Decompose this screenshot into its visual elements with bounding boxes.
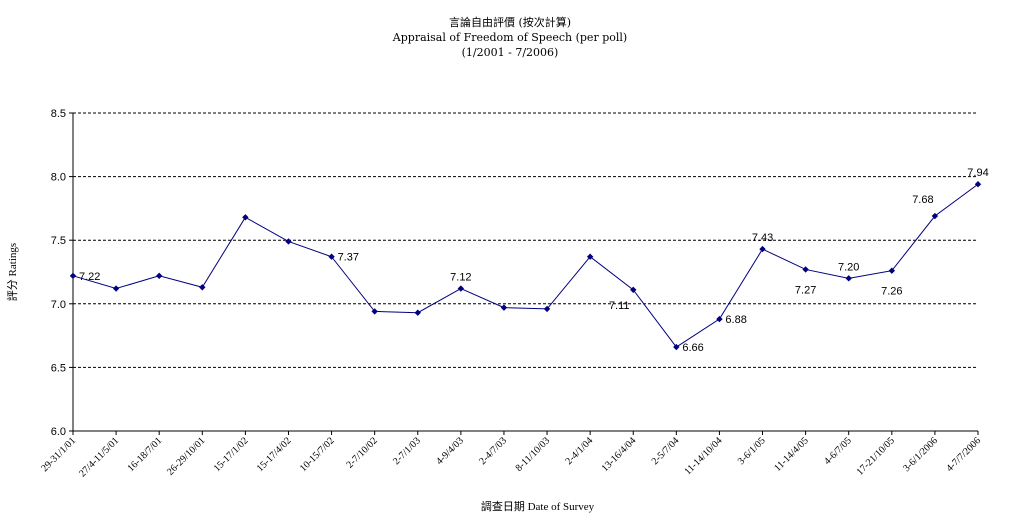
x-tick-label: 13-16/4/04: [600, 435, 639, 474]
x-tick-label: 16-18/7/01: [125, 435, 164, 474]
x-tick-label: 3-6/1/2006: [901, 435, 940, 474]
x-tick-label: 27/4-11/5/01: [77, 435, 121, 479]
data-point: [155, 272, 163, 280]
data-point: [242, 214, 249, 221]
x-axis-label: 調查日期 Date of Survey: [481, 499, 595, 513]
x-tick-label: 2-7/1/03: [391, 435, 423, 467]
y-axis-label: 評分 Ratings: [5, 243, 19, 301]
data-labels: 7.22 7.37 7.12 7.11 6.66 6.88 7.43 7.27 7.20 7.26…: [79, 167, 989, 354]
data-point: [285, 238, 292, 245]
y-tick-label: 7.0: [51, 299, 66, 311]
y-tick-label: 6.0: [51, 426, 66, 438]
y-tick-label: 7.5: [51, 235, 66, 247]
data-point: [199, 284, 206, 291]
x-tick-label: 2-7/10/02: [345, 435, 380, 470]
data-label: 6.88: [725, 314, 746, 326]
y-tick-label: 8.0: [51, 172, 66, 184]
data-point: [500, 304, 508, 311]
data-point: [586, 253, 594, 260]
data-point: [630, 286, 637, 294]
data-label: 7.27: [795, 284, 816, 296]
x-tick-label: 29-31/1/01: [39, 435, 78, 474]
x-tick-label: 15-17/1/02: [212, 435, 251, 474]
series-line: [72, 183, 979, 348]
data-label: 7.37: [338, 252, 359, 264]
chart-subtitle: Appraisal of Freedom of Speech (per poll…: [392, 31, 628, 44]
x-tick-label: 17-21/10/05: [855, 435, 897, 477]
data-point: [716, 315, 723, 323]
series-ratings: [69, 181, 982, 351]
x-tick-label: 11-14/10/04: [682, 435, 724, 477]
x-tick-label: 3-6/1/05: [736, 435, 768, 467]
data-point: [931, 212, 939, 220]
data-label: 7.68: [912, 194, 933, 206]
chart-title-block: 言論自由評價 (按次計算) Appraisal of Freedom of Sp…: [300, 15, 720, 60]
data-point: [69, 272, 77, 280]
x-tick-label: 26-29/10/01: [165, 435, 207, 477]
x-tick-label: 4-6/7/05: [822, 435, 854, 467]
data-label: 7.94: [967, 167, 988, 179]
chart-title: 言論自由評價 (按次計算): [448, 16, 572, 29]
gridlines: [73, 112, 978, 368]
x-tick-label: 2-5/7/04: [650, 435, 682, 467]
data-point: [802, 266, 809, 273]
data-point: [328, 253, 335, 260]
data-point: [371, 308, 378, 315]
y-tick-label: 6.5: [51, 362, 66, 374]
data-point: [974, 181, 982, 188]
x-tick-label: 15-17/4/02: [255, 435, 294, 474]
data-point: [112, 285, 120, 292]
data-point: [888, 267, 896, 274]
x-tick-label: 4-7/7/2006: [944, 435, 983, 474]
x-tick-label: 10-15/7/02: [298, 435, 337, 474]
data-label: 6.66: [682, 342, 703, 354]
data-label: 7.22: [79, 271, 100, 283]
x-tick-label: 8-11/10/03: [514, 435, 553, 474]
chart-subtitle-range: (1/2001 - 7/2006): [461, 46, 559, 59]
data-point: [673, 343, 680, 351]
x-tick-label: 2-4/7/03: [477, 435, 509, 467]
data-label: 7.43: [752, 232, 773, 244]
data-point: [759, 245, 766, 253]
data-label: 7.12: [450, 272, 471, 284]
x-tick-label: 4-9/4/03: [434, 435, 466, 467]
y-tick-label: 8.5: [51, 108, 66, 120]
data-label: 7.20: [838, 261, 859, 273]
data-point: [845, 275, 852, 282]
y-tick-labels: 6.0 6.5 7.0 7.5 8.0 8.5: [51, 108, 66, 438]
data-point: [457, 285, 465, 292]
axes: [69, 112, 979, 435]
data-point: [543, 305, 551, 313]
x-tick-label: 11-14/4/05: [772, 435, 811, 474]
x-tick-label: 2-4/1/04: [564, 435, 596, 467]
data-label: 7.26: [881, 286, 902, 298]
data-point: [414, 309, 421, 316]
x-tick-labels: 29-31/1/01 27/4-11/5/01 16-18/7/01 26-29/10…: [39, 435, 983, 479]
data-label: 7.11: [609, 300, 630, 312]
